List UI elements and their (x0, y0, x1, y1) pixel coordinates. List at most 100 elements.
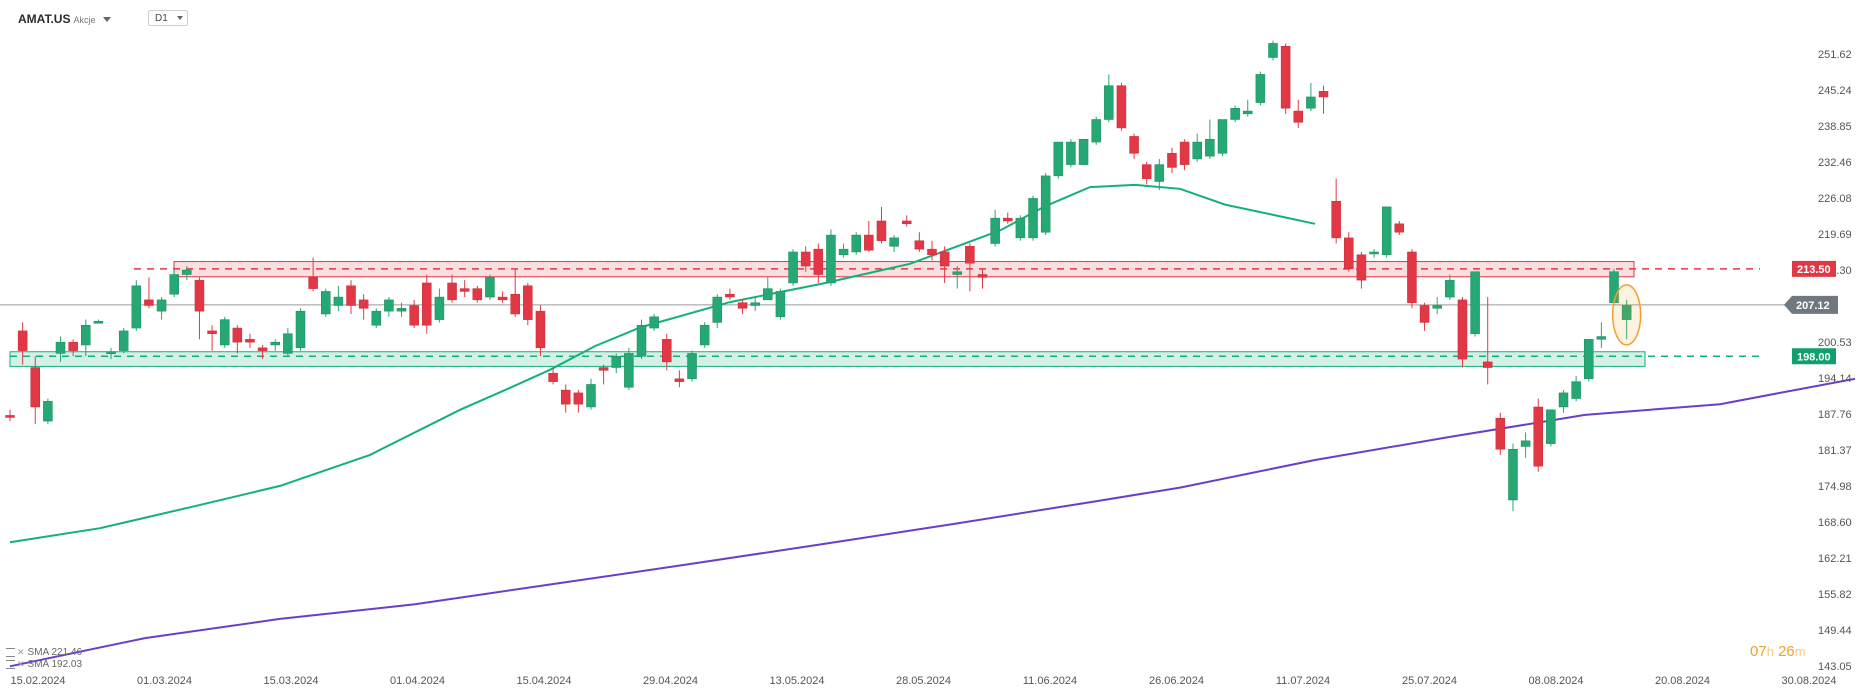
candle (1306, 96, 1316, 109)
candle (990, 217, 1000, 244)
candle (1154, 164, 1165, 182)
settings-lines-icon[interactable] (6, 647, 15, 657)
symbol-name: AMAT.US (18, 12, 71, 26)
candle (573, 392, 584, 405)
x-tick-label: 11.06.2024 (1023, 675, 1077, 687)
current-price-label: 207.12 (1796, 300, 1830, 312)
candle (308, 277, 318, 289)
candle (1280, 45, 1291, 109)
timer-minutes-unit: m (1794, 644, 1806, 659)
support-price-label-box (1792, 348, 1836, 365)
candle (1369, 251, 1379, 255)
candle (1394, 223, 1405, 233)
candle (93, 321, 104, 324)
x-tick-label: 01.04.2024 (390, 675, 445, 687)
candle (472, 288, 483, 301)
x-tick-label: 28.05.2024 (896, 675, 951, 687)
candle (1331, 200, 1341, 239)
x-tick-label: 13.05.2024 (769, 675, 824, 687)
y-tick-label: 143.05 (1818, 661, 1852, 673)
candle (409, 305, 419, 326)
candle (851, 234, 861, 253)
candle (1242, 110, 1253, 115)
x-tick-label: 25.07.2024 (1402, 675, 1457, 687)
candle (1457, 299, 1468, 360)
candle (977, 274, 988, 278)
candle (965, 246, 975, 264)
candle (5, 415, 15, 418)
candle (523, 285, 533, 320)
y-tick-label: 200.53 (1818, 337, 1852, 349)
candle (750, 302, 760, 306)
candle (1495, 418, 1506, 450)
symbol-selector[interactable]: AMAT.US Akcje (18, 12, 112, 26)
candle (270, 341, 280, 346)
candle (1091, 119, 1101, 143)
candle (1533, 406, 1543, 467)
candle (17, 330, 28, 351)
candle (788, 251, 798, 284)
candle (1432, 305, 1442, 309)
candle (535, 310, 546, 349)
candle (182, 269, 192, 275)
candles-group (5, 40, 1632, 512)
symbol-dropdown-icon[interactable] (103, 17, 112, 23)
sma-legend-item[interactable]: ✕ SMA 221.46 (6, 647, 82, 658)
y-tick-label: 238.85 (1818, 121, 1852, 133)
x-tick-label: 20.08.2024 (1655, 675, 1710, 687)
support-price-label: 198.00 (1797, 351, 1831, 363)
candle (346, 285, 356, 306)
candle (232, 327, 243, 343)
y-tick-label: 168.60 (1818, 517, 1852, 529)
candle (914, 240, 925, 250)
candle (674, 378, 685, 382)
timeframe-selector[interactable]: D1 (148, 10, 188, 26)
candle (1179, 141, 1190, 165)
y-tick-label: 226.08 (1818, 193, 1852, 205)
sma-50-line (9, 183, 1316, 544)
candle (1028, 198, 1038, 239)
y-tick-label: 245.24 (1818, 85, 1852, 97)
candle (1508, 449, 1518, 501)
sma-legend-item[interactable]: ✕ SMA 192.03 (6, 659, 82, 670)
candle (813, 248, 824, 275)
settings-lines-icon[interactable] (6, 659, 15, 669)
candle (1205, 138, 1215, 157)
x-tick-label: 30.08.2024 (1781, 675, 1836, 687)
candle (725, 293, 735, 298)
candle (1104, 85, 1114, 120)
close-icon[interactable]: ✕ (17, 647, 25, 657)
candle (422, 282, 432, 326)
x-tick-label: 26.06.2024 (1149, 675, 1204, 687)
candle (662, 339, 672, 363)
candle (586, 384, 596, 408)
close-icon[interactable]: ✕ (17, 659, 25, 669)
candle (876, 220, 887, 241)
candle (485, 277, 495, 298)
candle (800, 251, 811, 267)
x-tick-label: 01.03.2024 (137, 675, 192, 687)
candle (1482, 361, 1493, 368)
candle (219, 319, 230, 346)
candle (1167, 153, 1177, 168)
y-tick-label: 181.37 (1818, 445, 1852, 457)
candle (1141, 164, 1152, 179)
candle (447, 282, 457, 301)
y-tick-label: 155.82 (1818, 589, 1852, 601)
candle-countdown-timer: 07h 26m (1750, 643, 1806, 660)
candle (43, 401, 53, 422)
candle (598, 367, 609, 371)
candle (1053, 141, 1064, 177)
candle (611, 356, 621, 368)
candle (384, 299, 394, 312)
candle (1546, 409, 1556, 444)
candle (257, 347, 268, 351)
y-tick-label: 162.21 (1818, 553, 1852, 565)
candle (1230, 107, 1240, 120)
candle (30, 367, 41, 408)
candle (763, 288, 773, 301)
candle (1078, 138, 1089, 165)
candle (560, 389, 571, 405)
candle (1445, 279, 1455, 298)
